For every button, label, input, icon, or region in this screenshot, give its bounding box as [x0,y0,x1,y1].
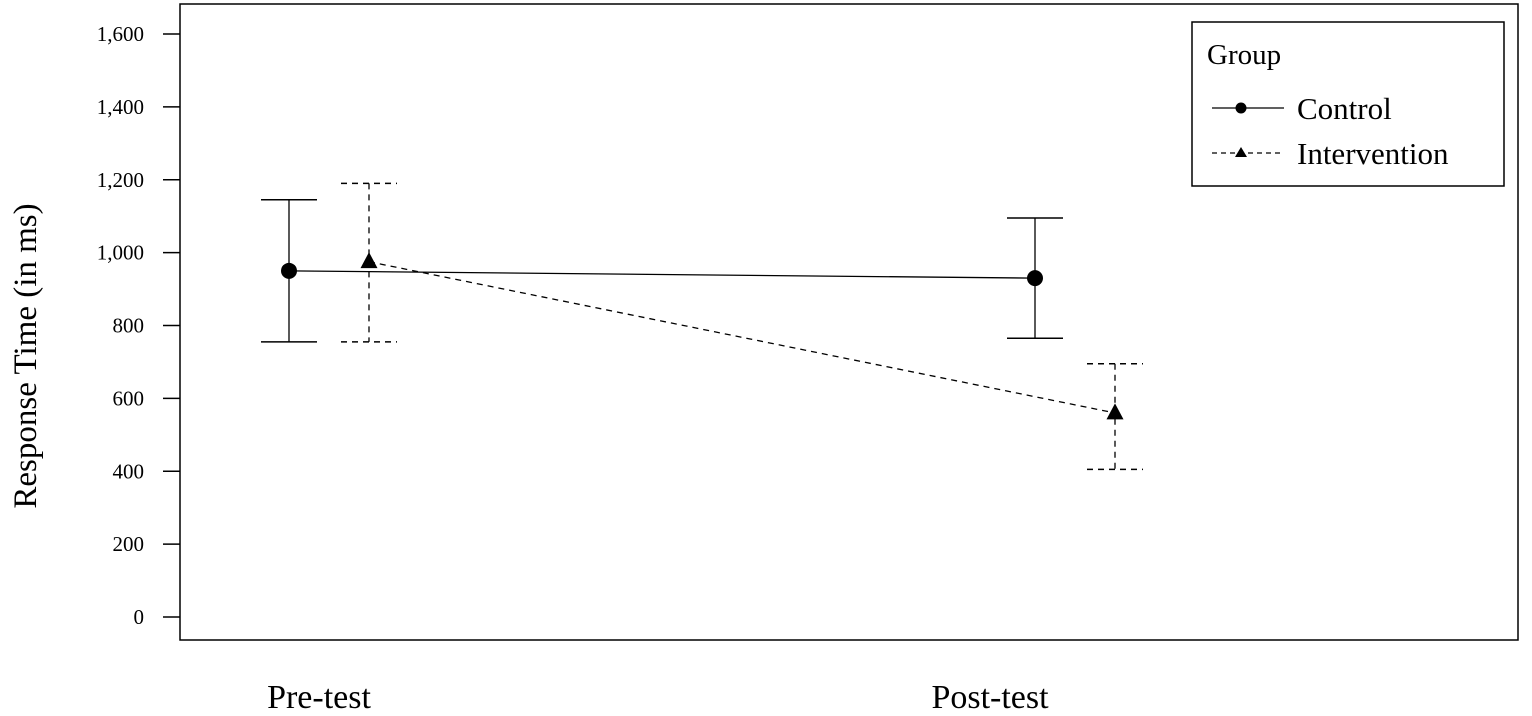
legend-label: Control [1297,91,1392,126]
legend-title: Group [1207,39,1281,71]
series-line-intervention [368,261,1116,414]
legend: Group Control Intervention [1191,21,1505,187]
data-point-intervention [1106,403,1124,420]
y-tick-label: 1,400 [97,95,144,119]
x-tick-label: Pre-test [267,679,371,716]
data-point-control [1027,270,1043,287]
x-tick-label: Post-test [931,679,1049,716]
legend-label: Intervention [1297,136,1449,171]
series-lines [288,261,1116,414]
data-point-control [281,262,297,279]
y-tick-label: 200 [113,532,145,556]
data-point-intervention [360,252,378,269]
y-axis: 0 200 400 600 800 1,000 1,200 1,400 1,600 [97,22,180,629]
error-bars [261,182,1143,471]
y-tick-label: 1,600 [97,22,144,46]
legend-items: Control Intervention [1212,91,1449,171]
series-line-control [288,270,1036,279]
legend-item-intervention: Intervention [1212,136,1449,171]
legend-item-control: Control [1212,91,1392,126]
y-tick-label: 1,200 [97,168,144,192]
y-axis-label: Response Time (in ms) [8,203,44,508]
y-tick-label: 0 [134,605,145,629]
y-tick-label: 600 [113,386,145,410]
plot-frame [179,3,1519,641]
error-bar [1087,363,1143,471]
y-tick-label: 1,000 [97,241,144,265]
data-markers [281,252,1124,420]
legend-marker [1235,102,1247,114]
y-tick-label: 800 [113,314,145,338]
x-axis: Pre-test Post-test [267,679,1049,716]
legend-marker [1235,147,1247,157]
y-tick-label: 400 [113,459,145,483]
